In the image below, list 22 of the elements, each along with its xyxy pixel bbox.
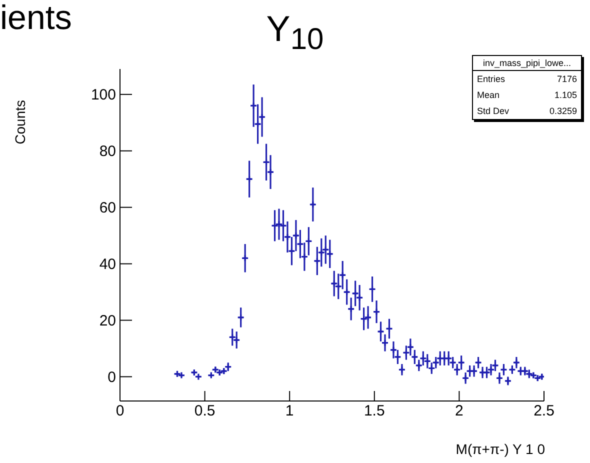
text: ients (0, 0, 72, 37)
y-axis-title: Counts (12, 100, 28, 144)
x-axis-title: M(π+π-) Y 1 0 (456, 441, 545, 457)
y-tick-label: 80 (99, 143, 116, 160)
y-tick-label: 0 (108, 369, 116, 386)
annotation: Entries (477, 74, 506, 84)
annotation: Std Dev (477, 106, 510, 116)
x-tick-label: 1.5 (364, 402, 385, 420)
y-tick-label: 100 (90, 86, 116, 104)
x-tick-label: 1 (285, 402, 294, 420)
x-tick-label: 2.5 (534, 402, 554, 420)
text: 7176 (556, 74, 577, 84)
y-tick-label: 40 (99, 256, 116, 274)
text: 1.105 (554, 90, 577, 100)
text: 0.3259 (549, 106, 577, 116)
y-tick-label: 60 (99, 200, 116, 217)
x-tick-label: 0.5 (194, 402, 216, 420)
chart-title: Y$_{10}$ (266, 8, 324, 56)
text: inv_mass_pipi_lowe... (473, 56, 581, 71)
annotation: Mean (477, 90, 500, 100)
y-tick-label: 20 (99, 312, 116, 330)
x-tick-label: 2 (455, 402, 464, 420)
